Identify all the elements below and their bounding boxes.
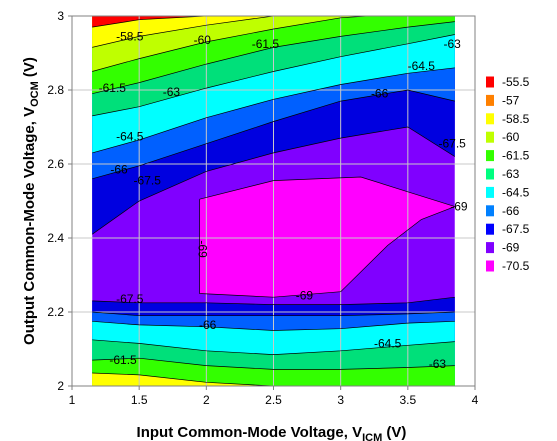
legend-label: -66 (502, 204, 520, 218)
legend-label: -58.5 (502, 112, 530, 126)
band-below-minus-60 (92, 373, 274, 386)
contour-label: -61.5 (252, 37, 280, 51)
legend-label: -67.5 (502, 222, 530, 236)
contour-labels: -58.5 -60 -61.5 -63 -61.5 -63 -64.5 -66 -64.5 -66… (99, 29, 468, 370)
x-tick-label: 1 (69, 393, 76, 407)
contour-label: -67.5 (134, 174, 162, 188)
x-tick-label: 2.5 (265, 393, 282, 407)
y-tick-label: 2.2 (47, 305, 64, 319)
legend-label: -61.5 (502, 149, 530, 163)
y-axis-title-unit: (V) (21, 57, 38, 81)
legend-label: -55.5 (502, 75, 530, 89)
x-axis-ticks: 1 1.5 2 2.5 3 3.5 4 (69, 386, 479, 407)
contour-label: -66 (371, 87, 389, 101)
band-above-minus-57 (92, 16, 207, 28)
color-legend: -55.5 -57 -58.5 -60 -61.5 -63 -64.5 -66 -67.5 -69… (486, 75, 530, 273)
y-tick-label: 2.4 (47, 231, 64, 245)
contour-line (92, 16, 207, 28)
contour-label: -67.5 (116, 292, 144, 306)
band-minus-70-5 (199, 177, 455, 298)
contour-line (92, 372, 274, 386)
x-tick-label: 4 (472, 393, 479, 407)
contour-label: -63 (163, 85, 181, 99)
legend-swatch (486, 113, 494, 125)
contour-label: -63 (429, 357, 447, 371)
legend-swatch (486, 150, 494, 162)
legend-swatch (486, 186, 494, 198)
legend-swatch (486, 168, 494, 180)
contour-label: -58.5 (116, 29, 144, 43)
y-tick-label: 3 (57, 9, 64, 23)
contour-line (92, 311, 455, 317)
x-axis-title-main: Input Common-Mode Voltage, V (137, 424, 363, 441)
contour-label: -64.5 (116, 129, 144, 143)
contour-label: -69 (195, 240, 209, 258)
contour-label: -69 (450, 200, 468, 214)
contour-label: -60 (194, 33, 212, 47)
y-tick-label: 2.8 (47, 83, 64, 97)
contour-label: -66 (199, 318, 217, 332)
band-above--58.5 (92, 16, 455, 48)
contour-lines (92, 16, 455, 386)
y-tick-label: 2.6 (47, 157, 64, 171)
x-tick-label: 1.5 (131, 393, 148, 407)
legend-swatch (486, 223, 494, 235)
legend-swatch (486, 242, 494, 254)
contour-line (92, 16, 274, 48)
contour-line (92, 339, 455, 355)
x-tick-label: 2 (203, 393, 210, 407)
legend-swatch (486, 205, 494, 217)
contour-label: -69 (296, 288, 314, 302)
legend-label: -69 (502, 241, 520, 255)
contour-line (92, 34, 455, 117)
contour-label: -66 (110, 163, 128, 177)
band-above--60 (92, 16, 455, 72)
contour-line (92, 126, 455, 235)
y-axis-title: Output Common-Mode Voltage, VOCM (V) (21, 57, 41, 345)
contour-line (92, 357, 455, 370)
legend-swatch (486, 94, 494, 106)
x-tick-label: 3.5 (399, 393, 416, 407)
contour-label: -64.5 (408, 59, 436, 73)
x-axis-title-sub: ICM (362, 432, 382, 441)
contour-label: -61.5 (109, 353, 137, 367)
legend-label: -57 (502, 93, 520, 107)
legend-label: -70.5 (502, 259, 530, 273)
y-axis-ticks: 2 2.2 2.4 2.6 2.8 3 (47, 9, 72, 393)
legend-label: -60 (502, 130, 520, 144)
y-tick-label: 2 (57, 379, 64, 393)
contour-line (92, 89, 455, 180)
contour-label: -64.5 (374, 336, 402, 350)
x-tick-label: 3 (337, 393, 344, 407)
x-axis-title: Input Common-Mode Voltage, VICM (V) (137, 424, 407, 441)
legend-label: -64.5 (502, 185, 530, 199)
contour-label: -63 (443, 37, 461, 51)
x-axis-title-unit: (V) (382, 424, 406, 441)
contour-line (199, 176, 455, 298)
contour-line (92, 296, 455, 305)
y-axis-title-sub: OCM (29, 81, 41, 107)
legend-swatch (486, 76, 494, 88)
y-axis-title-main: Output Common-Mode Voltage, V (21, 107, 38, 345)
contour-label: -61.5 (99, 81, 127, 95)
gridlines (72, 16, 475, 386)
legend-label: -63 (502, 167, 520, 181)
contour-line (92, 320, 455, 331)
contour-line (92, 16, 368, 72)
legend-swatch (486, 131, 494, 143)
legend-swatch (486, 260, 494, 272)
contour-line (92, 21, 455, 95)
contour-line (92, 67, 455, 154)
contour-label: -67.5 (438, 137, 466, 151)
